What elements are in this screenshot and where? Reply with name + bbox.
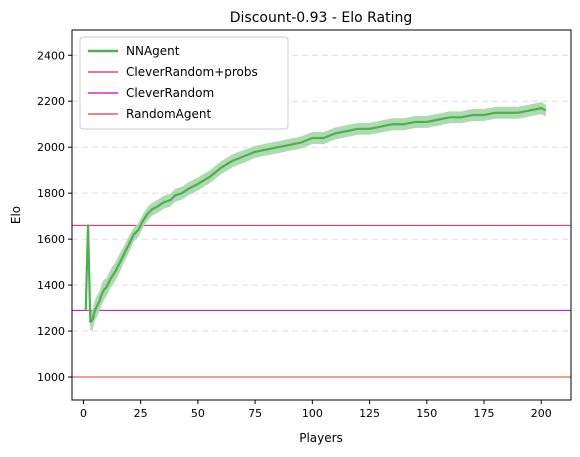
legend-label-nnagent: NNAgent [126, 44, 180, 58]
x-axis-label: Players [299, 431, 343, 445]
nnagent-confidence-band [85, 102, 546, 332]
nnagent-line [84, 107, 547, 323]
chart-title: Discount-0.93 - Elo Rating [230, 10, 413, 26]
legend-label-cleverrandom-probs: CleverRandom+probs [126, 65, 258, 79]
y-tick-label: 2000 [37, 141, 65, 154]
y-tick-label: 1800 [37, 187, 65, 200]
plot-frame [71, 29, 572, 401]
y-tick-label: 1400 [37, 279, 65, 292]
y-tick-label: 2400 [37, 49, 65, 62]
x-tick-label: 0 [80, 407, 87, 420]
legend: NNAgent CleverRandom+probs CleverRandom Ran… [79, 36, 289, 130]
y-tick-label: 1000 [37, 371, 65, 384]
legend-label-cleverrandom: CleverRandom [126, 86, 214, 100]
y-tick-label: 1200 [37, 325, 65, 338]
y-tick-label: 1600 [37, 233, 65, 246]
legend-label-randomagent: RandomAgent [126, 107, 211, 121]
x-tick-label: 50 [191, 407, 205, 420]
x-tick-label: 175 [474, 407, 495, 420]
x-tick-label: 75 [248, 407, 262, 420]
x-tick-label: 25 [134, 407, 148, 420]
plot-area: 0 25 50 75 100 125 150 175 200 1000 1200 1400 1600 18… [37, 29, 572, 420]
x-tick-label: 150 [416, 407, 437, 420]
y-tick-label: 2200 [37, 95, 65, 108]
x-tick-label: 125 [359, 407, 380, 420]
legend-box [79, 36, 289, 130]
y-axis-label: Elo [9, 206, 23, 224]
x-tick-label: 200 [531, 407, 552, 420]
x-tick-label: 100 [302, 407, 323, 420]
